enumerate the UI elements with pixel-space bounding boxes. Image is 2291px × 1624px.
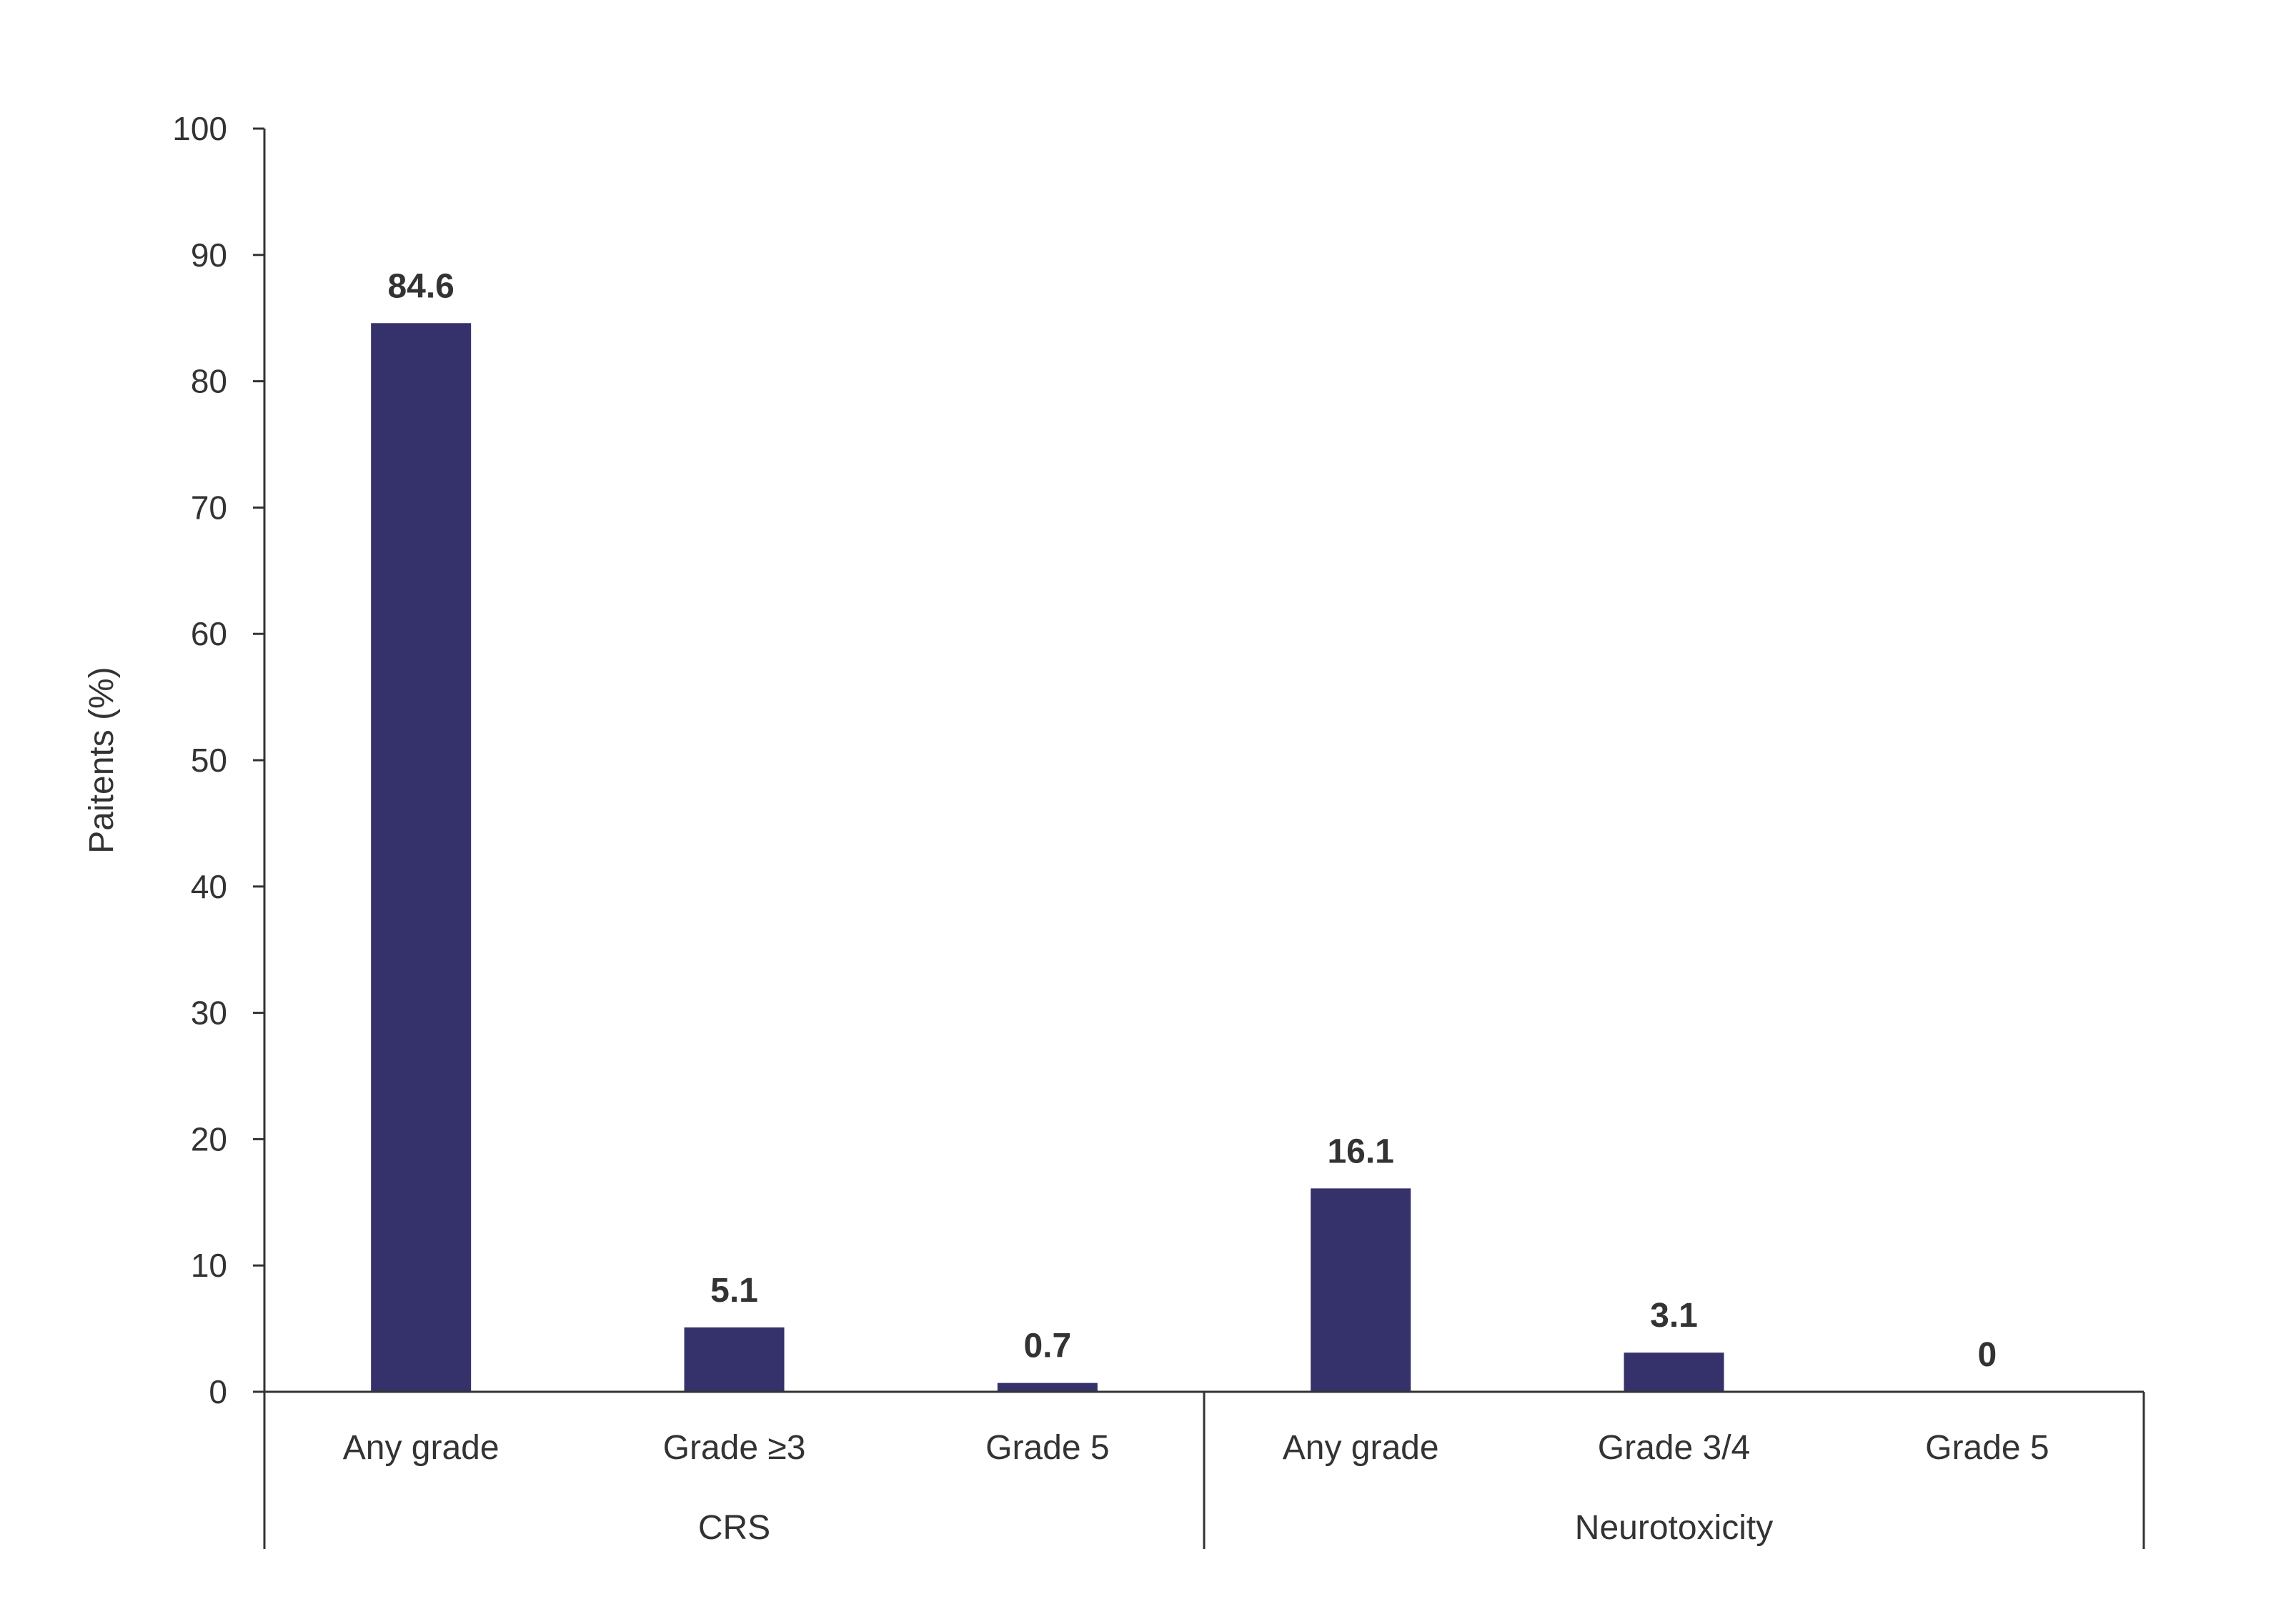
y-axis-title: Paitents (%): [83, 667, 121, 853]
x-category-label: Grade 5: [985, 1429, 1109, 1467]
bar: [1311, 1188, 1411, 1392]
y-tick-label: 100: [172, 110, 227, 147]
x-category-label: Grade 3/4: [1598, 1429, 1750, 1467]
bar: [684, 1327, 785, 1392]
y-tick-label: 90: [191, 236, 227, 274]
bar: [1624, 1352, 1724, 1392]
y-tick-label: 30: [191, 995, 227, 1032]
bar: [371, 323, 472, 1393]
x-category-label: Any grade: [1283, 1429, 1439, 1467]
y-tick-label: 50: [191, 742, 227, 779]
x-category-label: Grade 5: [1925, 1429, 2049, 1467]
bar-value-label: 16.1: [1327, 1132, 1393, 1170]
x-category-label: Any grade: [343, 1429, 500, 1467]
x-axis: Any grade Grade ≥3 Grade 5 CRS Any grade Grad…: [263, 1390, 2145, 1549]
y-tick-label: 40: [191, 868, 227, 905]
y-tick-label: 20: [191, 1120, 227, 1157]
y-tick-label: 80: [191, 363, 227, 400]
y-tick-label: 10: [191, 1247, 227, 1284]
bar-value-label: 5.1: [710, 1272, 758, 1310]
x-group-label: Neurotoxicity: [1575, 1509, 1773, 1547]
bar: [997, 1383, 1098, 1392]
x-category-label: Grade ≥3: [663, 1429, 806, 1467]
y-axis: 0 10 20 30 40 50 60 70 80 90 100: [172, 110, 266, 1410]
x-group-label: CRS: [698, 1509, 770, 1547]
bar-value-label: 84.6: [387, 267, 454, 305]
y-tick-label: 60: [191, 615, 227, 652]
y-tick-label: 0: [209, 1373, 227, 1410]
bar-value-label: 0.7: [1023, 1327, 1071, 1365]
y-tick-label: 70: [191, 489, 227, 526]
bar-value-label: 3.1: [1650, 1297, 1698, 1335]
bars: 84.6 5.1 0.7 16.1 3.1 0: [371, 267, 1997, 1393]
bar-value-label: 0: [1977, 1336, 1997, 1374]
